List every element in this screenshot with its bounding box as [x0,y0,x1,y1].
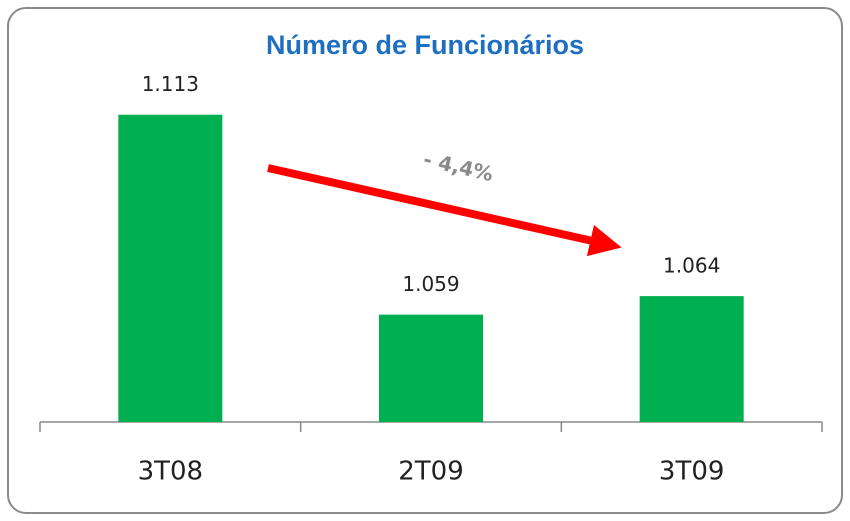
x-tick-label: 2T09 [398,457,464,487]
chart-title: Número de Funcionários [266,30,584,60]
value-label: 1.059 [402,272,459,296]
bar [639,296,744,422]
value-label: 1.064 [663,254,720,278]
x-tick-label: 3T08 [138,457,204,487]
bar [118,114,223,423]
bar [379,314,483,422]
trend-arrow [267,164,622,257]
x-tick-label: 3T09 [659,457,725,487]
value-label: 1.113 [142,72,199,96]
